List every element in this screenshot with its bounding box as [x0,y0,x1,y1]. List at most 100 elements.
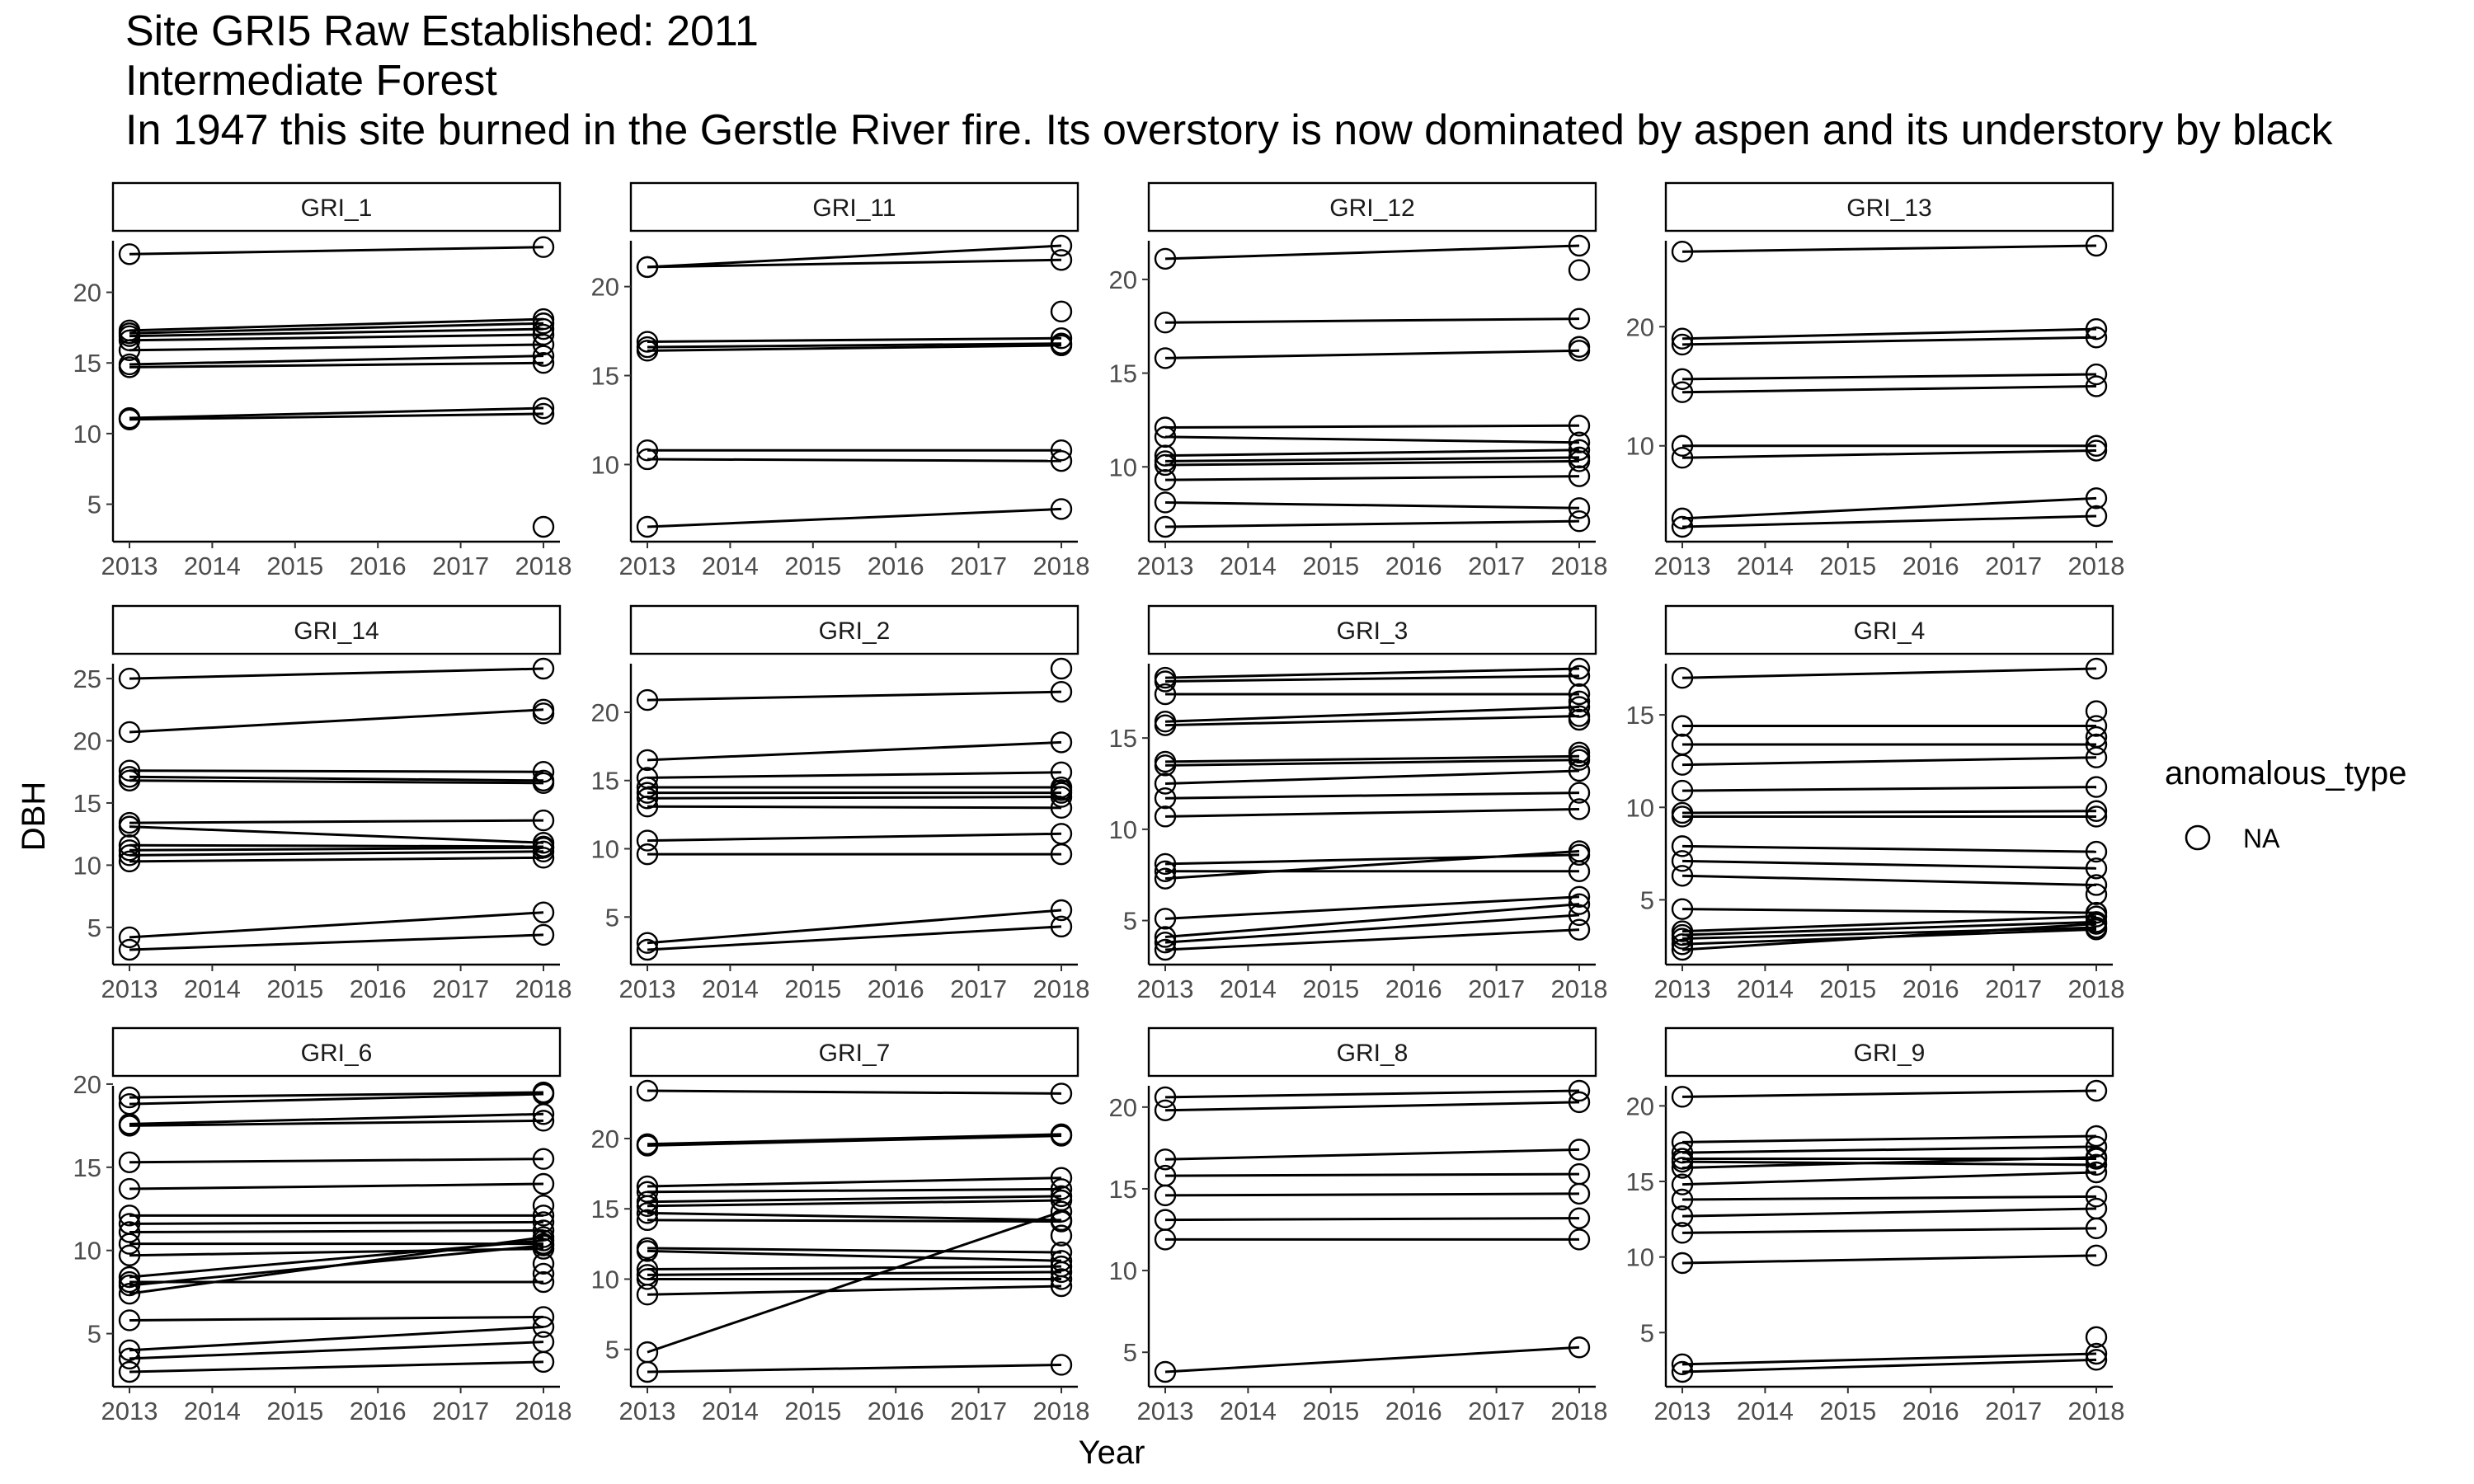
tree-line [129,361,544,369]
x-tick-label: 2015 [1819,552,1876,580]
tree-line [1681,336,2097,346]
data-point [1671,865,1694,887]
y-tick-label: 10 [1109,453,1137,481]
data-point [2085,657,2108,680]
tree-line [129,1091,544,1099]
tree-line [129,779,544,785]
y-axis-label: DBH [16,782,52,851]
data-point [1050,1210,1073,1233]
data-point [636,515,659,538]
x-tick-label: 2014 [1737,1397,1794,1425]
data-point [1050,796,1073,819]
data-point [118,926,141,949]
x-tick-label: 2018 [515,974,572,1003]
x-tick-label: 2015 [266,1397,323,1425]
data-point [2085,715,2108,737]
data-point [1671,1360,1694,1383]
data-point [532,397,555,420]
data-point [532,772,555,795]
data-point [636,1258,659,1280]
y-tick-label: 15 [1109,724,1137,753]
data-point [636,1195,659,1218]
data-point [1671,434,1694,457]
facet-panel-GRI_13: GRI_13 10 20 2013 2014 2015 2016 2017 2018 [1626,181,2124,580]
tree-line [647,1249,1062,1262]
tree-line [1681,1352,2097,1366]
facet-strip [111,604,562,655]
data-point [1671,1150,1694,1173]
data-point [1154,773,1177,795]
data-point [2085,883,2108,905]
tree-line [1681,756,2097,767]
tree-line [129,1360,544,1374]
x-tick-label: 2016 [1903,974,1959,1003]
facet-strip [629,1026,1079,1078]
data-point [1050,234,1073,257]
tree-line [1681,915,2097,933]
data-point [118,834,141,857]
x-tick-label: 2018 [1033,1397,1090,1425]
data-point [1568,696,1591,718]
data-point [636,1240,659,1262]
data-point [2085,1342,2108,1365]
data-point [636,256,659,279]
tree-line [1681,327,2097,340]
data-point [1671,898,1694,920]
data-point [636,448,659,471]
facet-panel-GRI_7: GRI_7 5 10 15 20 2013 2014 2015 2016 2017 2018 [591,1026,1090,1425]
data-point [1154,1086,1177,1109]
tree-line [129,1236,544,1295]
data-point [1050,498,1073,520]
y-tick-label: 10 [1626,432,1654,461]
data-point [532,1306,555,1328]
x-tick-label: 2013 [1137,974,1194,1003]
x-tick-label: 2017 [432,552,489,580]
data-point [1671,715,1694,737]
y-tick-label: 15 [1109,1175,1137,1204]
x-tick-label: 2018 [515,1397,572,1425]
data-point [636,782,659,804]
tree-line [1164,448,1580,458]
data-point [2085,918,2108,941]
y-tick-label: 10 [73,1237,101,1266]
tree-line [647,925,1062,951]
data-point [636,932,659,954]
data-point [636,795,659,818]
data-point [1568,885,1591,908]
x-tick-label: 2017 [1468,974,1525,1003]
facet-strip [1664,181,2114,232]
data-point [118,938,141,961]
facet-panel-GRI_12: GRI_12 10 15 20 2013 2014 2015 2016 2017 2018 [1109,181,1608,580]
x-tick-label: 2013 [1654,1397,1711,1425]
tree-line [647,1187,1062,1194]
data-point [118,1177,141,1200]
data-point [636,1181,659,1203]
y-tick-label: 5 [1123,1338,1137,1367]
data-point [1568,259,1591,281]
y-tick-label: 15 [73,349,101,378]
data-point [1154,312,1177,334]
tree-line [647,507,1062,528]
tree-line [1681,810,2097,815]
data-point [1154,938,1177,961]
tree-line [1681,496,2097,520]
x-tick-label: 2014 [184,1397,241,1425]
data-point [2085,1244,2108,1267]
data-point [1671,1188,1694,1211]
tree-line [1681,244,2097,253]
data-point [1154,453,1177,477]
data-point [1154,416,1177,439]
x-tick-label: 2017 [1468,552,1525,580]
data-point [2085,434,2108,457]
x-tick-label: 2017 [1468,1397,1525,1425]
tree-line [1681,1358,2097,1374]
data-point [1050,1354,1073,1376]
x-tick-label: 2016 [350,552,407,580]
x-tick-label: 2017 [950,974,1007,1003]
tree-line [1164,500,1580,510]
data-point [532,1148,555,1170]
x-tick-label: 2018 [1551,552,1608,580]
tree-line [129,1341,544,1360]
data-point [1154,683,1177,706]
